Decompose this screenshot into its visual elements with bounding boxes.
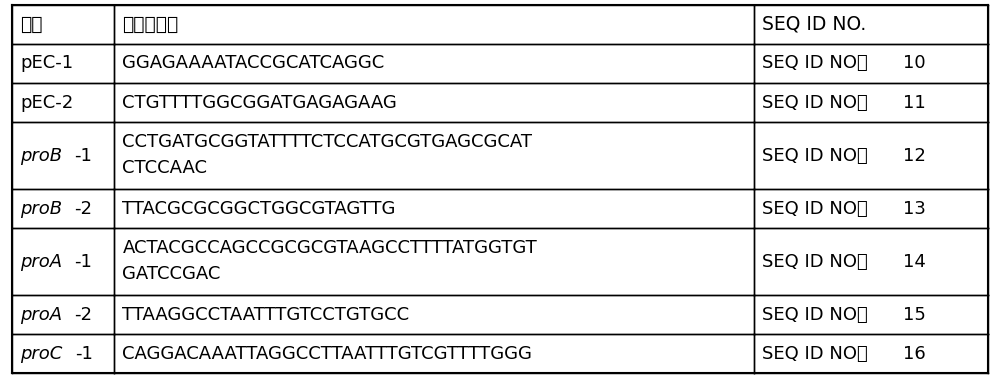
Text: 16: 16 <box>903 345 926 363</box>
Text: SEQ ID NO：: SEQ ID NO： <box>762 147 868 165</box>
Text: -1: -1 <box>75 345 93 363</box>
Text: proB: proB <box>20 200 62 218</box>
Text: proA: proA <box>20 253 62 271</box>
Text: CTGTTTTGGCGGATGAGAGAAG: CTGTTTTGGCGGATGAGAGAAG <box>122 94 397 112</box>
Text: -2: -2 <box>74 200 92 218</box>
Text: CTCCAAC: CTCCAAC <box>122 159 207 177</box>
Text: CCTGATGCGGTATTTTCTCCATGCGTGAGCGCAT: CCTGATGCGGTATTTTCTCCATGCGTGAGCGCAT <box>122 133 532 151</box>
Text: pEC-1: pEC-1 <box>20 54 73 73</box>
Text: SEQ ID NO：: SEQ ID NO： <box>762 200 868 218</box>
Text: 14: 14 <box>903 253 926 271</box>
Text: SEQ ID NO：: SEQ ID NO： <box>762 253 868 271</box>
Text: GGAGAAAATACCGCATCAGGC: GGAGAAAATACCGCATCAGGC <box>122 54 385 73</box>
Text: 核苷酸序列: 核苷酸序列 <box>122 15 179 34</box>
Text: 13: 13 <box>903 200 926 218</box>
Text: 12: 12 <box>903 147 926 165</box>
Text: -1: -1 <box>74 253 92 271</box>
Text: -2: -2 <box>74 305 92 324</box>
Text: -1: -1 <box>74 147 92 165</box>
Text: proA: proA <box>20 305 62 324</box>
Text: GATCCGAC: GATCCGAC <box>122 265 221 283</box>
Text: TTAAGGCCTAATTTGTCCTGTGCC: TTAAGGCCTAATTTGTCCTGTGCC <box>122 305 410 324</box>
Text: pEC-2: pEC-2 <box>20 94 73 112</box>
Text: SEQ ID NO：: SEQ ID NO： <box>762 345 868 363</box>
Text: CAGGACAAATTAGGCCTTAATTTGTCGTTTTGGG: CAGGACAAATTAGGCCTTAATTTGTCGTTTTGGG <box>122 345 532 363</box>
Text: 引物: 引物 <box>20 15 42 34</box>
Text: proB: proB <box>20 147 62 165</box>
Text: SEQ ID NO：: SEQ ID NO： <box>762 54 868 73</box>
Text: 11: 11 <box>903 94 926 112</box>
Text: proC: proC <box>20 345 62 363</box>
Text: SEQ ID NO：: SEQ ID NO： <box>762 305 868 324</box>
Text: 10: 10 <box>903 54 926 73</box>
Text: ACTACGCCAGCCGCGCGTAAGCCTTTTATGGTGT: ACTACGCCAGCCGCGCGTAAGCCTTTTATGGTGT <box>122 239 537 257</box>
Text: 15: 15 <box>903 305 926 324</box>
Text: SEQ ID NO.: SEQ ID NO. <box>762 15 866 34</box>
Text: SEQ ID NO：: SEQ ID NO： <box>762 94 868 112</box>
Text: TTACGCGCGGCTGGCGTAGTTG: TTACGCGCGGCTGGCGTAGTTG <box>122 200 396 218</box>
